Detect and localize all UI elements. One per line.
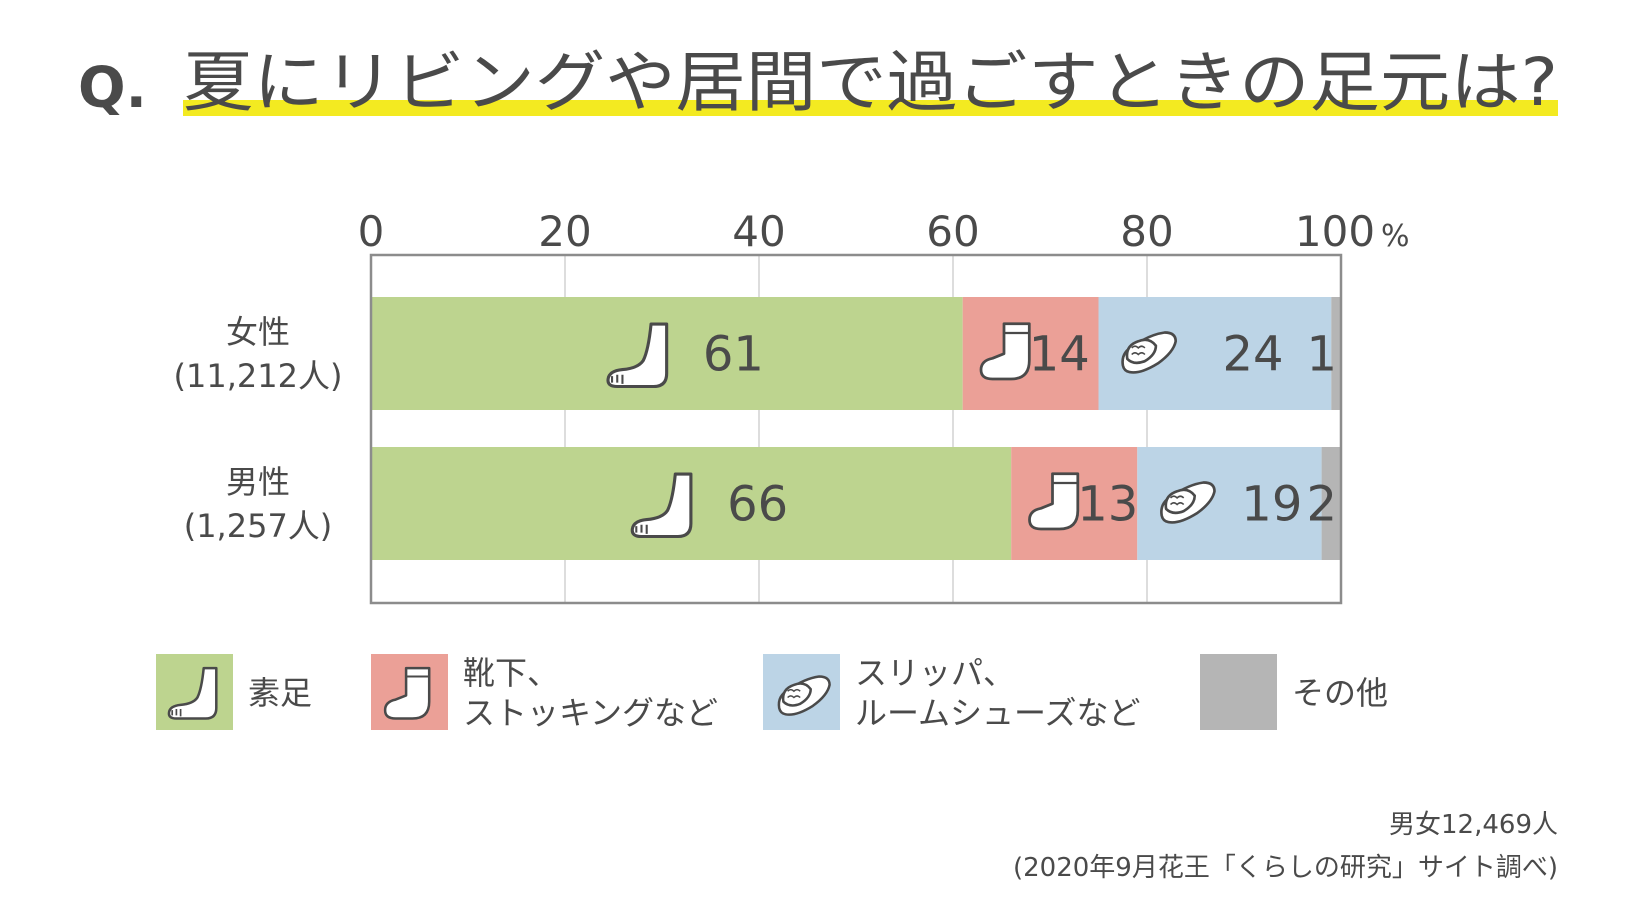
- slipper-icon: [1160, 481, 1216, 524]
- footnote: 男女12,469人 (2020年9月花王「くらしの研究」サイト調べ): [1013, 810, 1558, 883]
- category-label: 女性: [226, 313, 290, 351]
- bare-foot-icon: [167, 666, 218, 720]
- bare-foot-icon: [630, 472, 693, 539]
- title: Q. 夏にリビングや居間で過ごすときの足元は?: [78, 44, 1558, 121]
- data-label: 14: [1029, 327, 1090, 383]
- sock-icon: [383, 666, 431, 720]
- tick-label: 40: [732, 207, 785, 256]
- footnote-total: 男女12,469人: [1389, 810, 1558, 840]
- question-prefix: Q.: [78, 56, 147, 121]
- legend-item: 素足: [156, 654, 312, 730]
- legend-item: 靴下、ストッキングなど: [371, 654, 718, 732]
- slipper-icon: [1121, 331, 1178, 374]
- data-label: 13: [1077, 477, 1138, 533]
- bar-segment: [1331, 297, 1341, 410]
- data-label: 2: [1306, 477, 1337, 533]
- category-label: 男性: [226, 463, 290, 501]
- bare-foot-icon: [606, 322, 669, 389]
- axis-unit: %: [1381, 219, 1410, 254]
- sock-icon: [979, 322, 1031, 381]
- category-count: (11,212人): [174, 357, 343, 395]
- slipper-icon: [777, 675, 831, 716]
- category-labels: 女性 (11,212人) 男性 (1,257人): [174, 313, 343, 545]
- legend-item: スリッパ、ルームシューズなど: [763, 654, 1140, 732]
- data-label: 19: [1241, 477, 1302, 533]
- legend-label: スリッパ、: [855, 654, 1015, 692]
- sock-icon: [1028, 472, 1080, 531]
- data-label: 61: [703, 327, 764, 383]
- tick-label: 100: [1295, 207, 1375, 256]
- data-label: 24: [1223, 327, 1284, 383]
- category-count: (1,257人): [184, 507, 333, 545]
- bars: 61 14 24 1 66 13 19 2: [371, 297, 1341, 560]
- legend-swatch: [1200, 654, 1277, 730]
- title-highlight: [183, 100, 1558, 116]
- tick-labels: 0 20 40 60 80 100%: [358, 207, 1410, 256]
- tick-label: 80: [1120, 207, 1173, 256]
- legend-label: ストッキングなど: [463, 694, 718, 732]
- footnote-source: (2020年9月花王「くらしの研究」サイト調べ): [1013, 853, 1558, 883]
- legend-label: 素足: [248, 674, 312, 712]
- legend-label: ルームシューズなど: [855, 694, 1140, 732]
- legend-item: その他: [1200, 654, 1388, 730]
- question-text: 夏にリビングや居間で過ごすときの足元は?: [183, 44, 1558, 121]
- legend-label: 靴下、: [463, 654, 559, 692]
- tick-label: 0: [358, 207, 385, 256]
- tick-label: 60: [926, 207, 979, 256]
- bar-segment: [1321, 447, 1341, 560]
- data-label: 1: [1306, 327, 1337, 383]
- plot-frame: [369, 253, 1343, 605]
- tick-label: 20: [538, 207, 591, 256]
- legend-label: その他: [1292, 674, 1388, 712]
- data-label: 66: [727, 477, 788, 533]
